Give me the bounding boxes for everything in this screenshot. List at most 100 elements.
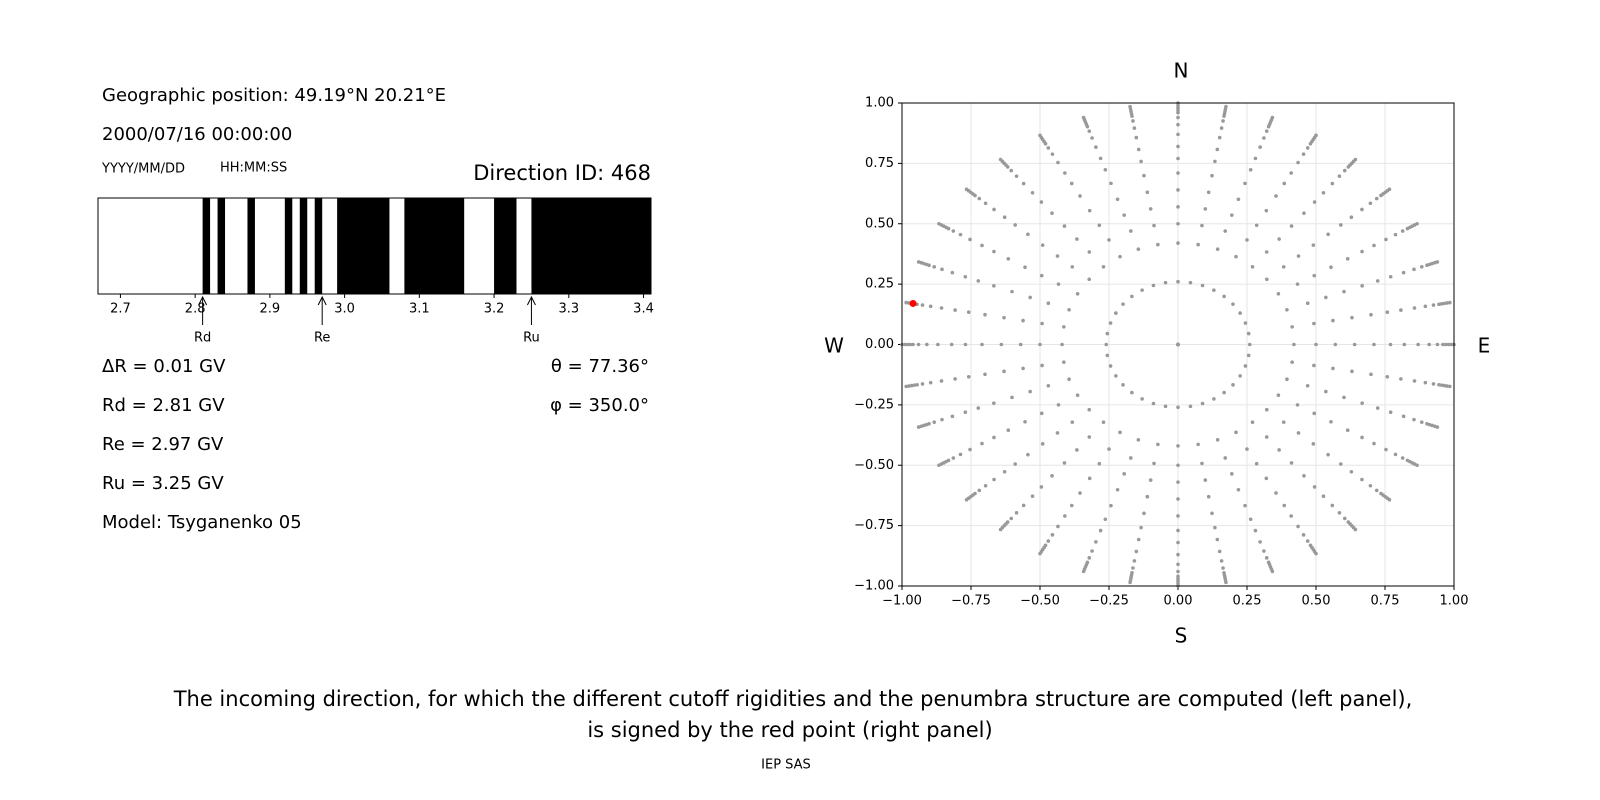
direction-point [1056, 160, 1060, 165]
direction-point [1087, 208, 1092, 213]
direction-point [1352, 342, 1357, 347]
direction-point [1087, 250, 1092, 254]
direction-point [1435, 425, 1440, 429]
x-tick-label: 1.00 [1440, 594, 1469, 609]
direction-point [1203, 207, 1208, 211]
direction-point [1039, 273, 1044, 278]
direction-point [1134, 549, 1139, 554]
forbidden-band [284, 198, 293, 294]
direction-point [1050, 152, 1055, 156]
direction-point [940, 417, 944, 422]
x-tick-label: 2.7 [110, 302, 131, 317]
direction-point [911, 342, 915, 347]
marker-arrowhead [317, 295, 327, 306]
direction-point [980, 441, 984, 446]
direction-point [1402, 342, 1407, 347]
direction-point [1188, 280, 1193, 285]
direction-point [1200, 223, 1204, 228]
direction-point [1245, 447, 1249, 451]
direction-point [928, 380, 933, 385]
direction-point [1274, 491, 1278, 495]
y-tick-label: −0.50 [854, 458, 894, 473]
direction-point [1176, 205, 1180, 209]
direction-point [1441, 342, 1445, 347]
direction-point [1423, 304, 1428, 309]
direction-point [1176, 241, 1180, 245]
direction-point [1148, 207, 1153, 211]
direction-point [1393, 452, 1398, 457]
direction-point [937, 221, 941, 226]
direction-point [1248, 517, 1253, 522]
direction-point [1342, 516, 1347, 521]
direction-point [1388, 274, 1393, 279]
direction-point [1090, 136, 1094, 140]
direction-point [1274, 194, 1278, 198]
direction-point [1360, 435, 1364, 440]
rd-text: Rd = 2.81 GV [102, 395, 225, 416]
direction-point [1090, 549, 1094, 553]
direction-point [1264, 407, 1269, 412]
direction-point [1224, 580, 1228, 585]
direction-point [1289, 171, 1293, 175]
direction-point [1243, 503, 1247, 508]
direction-point [1145, 494, 1150, 499]
direction-point [1388, 342, 1393, 347]
direction-point [1342, 395, 1346, 400]
direction-point [1324, 295, 1328, 300]
direction-point [1188, 404, 1193, 409]
direction-point [1401, 414, 1406, 419]
direction-label: S [1175, 624, 1188, 648]
x-tick-label: 3.1 [409, 302, 430, 317]
direction-point [1435, 260, 1440, 264]
selected-direction [909, 299, 917, 307]
direction-point [1296, 431, 1301, 435]
direction-point [1234, 254, 1238, 259]
direction-point [909, 383, 914, 388]
direction-point [1215, 247, 1220, 251]
direction-point [999, 342, 1004, 347]
direction-point [1412, 267, 1416, 272]
direction-point [1132, 126, 1137, 130]
direction-point [920, 303, 925, 307]
x-tick-label: 0.50 [1302, 594, 1331, 609]
direction-point [1013, 462, 1018, 466]
direction-point [963, 342, 968, 347]
direction-point [1075, 291, 1080, 296]
direction-point [1442, 383, 1447, 388]
direction-point [1231, 383, 1235, 387]
direction-point [1312, 200, 1317, 204]
direction-point [1156, 242, 1160, 247]
direction-point [1264, 129, 1269, 133]
direction-point [1431, 382, 1436, 386]
x-tick-label: 3.3 [558, 302, 579, 317]
direction-point [1437, 302, 1441, 307]
direction-point [1253, 156, 1258, 161]
direction-point [1312, 363, 1316, 368]
direction-point [1292, 342, 1296, 347]
direction-point [976, 279, 981, 283]
direction-point [1021, 503, 1026, 508]
direction-point [1067, 308, 1071, 312]
model: Model: Tsyganenko 05 [102, 512, 302, 533]
direction-point [1449, 342, 1454, 347]
direction-point [925, 342, 929, 347]
direction-point [1212, 397, 1216, 401]
direction-point [1248, 167, 1253, 172]
x-tick-label: −0.50 [1020, 594, 1060, 609]
direction-point [1415, 463, 1419, 468]
direction-point [1305, 539, 1310, 543]
direction-point [1206, 190, 1211, 195]
direction-point [1295, 403, 1300, 407]
direction-point [1342, 168, 1347, 173]
direction-point [1028, 295, 1032, 300]
direction-point [1419, 420, 1424, 424]
direction-point [905, 342, 910, 347]
direction-point [968, 447, 972, 452]
x-tick-label: 3.4 [633, 302, 654, 317]
direction-point [1152, 461, 1156, 466]
direction-point [1222, 294, 1226, 299]
direction-point [1243, 181, 1247, 186]
direction-point [992, 249, 996, 254]
direction-point [1013, 223, 1018, 227]
